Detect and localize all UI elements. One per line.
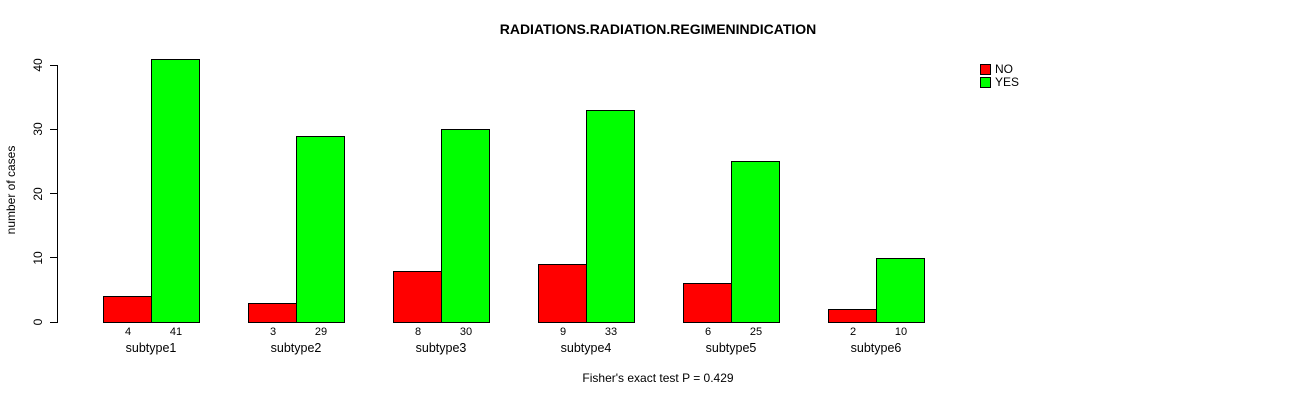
y-tick-label: 10	[31, 251, 45, 265]
caption-fishers-test: Fisher's exact test P = 0.429	[582, 371, 734, 385]
legend-item-no: NO	[980, 63, 1019, 76]
y-tick-mark	[50, 193, 57, 195]
chart-title: RADIATIONS.RADIATION.REGIMENINDICATION	[499, 21, 817, 37]
bar-value-label: 41	[169, 326, 183, 338]
bar-no-subtype6	[828, 309, 877, 323]
legend: NO YES	[980, 63, 1019, 89]
legend-label: NO	[995, 62, 1013, 76]
category-label-subtype2: subtype2	[270, 341, 322, 355]
bar-value-label: 25	[749, 326, 763, 338]
category-label-subtype6: subtype6	[850, 341, 902, 355]
bar-value-label: 30	[459, 326, 473, 338]
category-label-subtype5: subtype5	[705, 341, 757, 355]
y-axis-label: number of cases	[4, 145, 18, 235]
bar-no-subtype5	[683, 283, 732, 323]
bar-value-label: 33	[604, 326, 618, 338]
bar-value-label: 2	[849, 326, 857, 338]
category-label-subtype1: subtype1	[125, 341, 177, 355]
bar-no-subtype4	[538, 264, 587, 323]
category-label-subtype4: subtype4	[560, 341, 612, 355]
y-tick-label: 30	[31, 122, 45, 137]
bar-yes-subtype6	[876, 258, 925, 323]
legend-label: YES	[995, 75, 1020, 89]
y-tick-mark	[50, 64, 57, 66]
bar-yes-subtype2	[296, 136, 345, 323]
bar-yes-subtype1	[151, 59, 200, 323]
y-tick-label: 0	[31, 318, 45, 326]
legend-swatch-yes	[980, 77, 991, 88]
bar-value-label: 8	[414, 326, 422, 338]
y-tick-mark	[50, 321, 57, 323]
bar-value-label: 3	[269, 326, 277, 338]
bar-yes-subtype5	[731, 161, 780, 323]
legend-item-yes: YES	[980, 76, 1019, 89]
y-tick-mark	[50, 128, 57, 130]
y-tick-label: 40	[31, 58, 45, 72]
bar-yes-subtype3	[441, 129, 490, 323]
y-axis-line	[57, 65, 58, 323]
bar-no-subtype2	[248, 303, 297, 323]
bar-yes-subtype4	[586, 110, 635, 323]
bar-value-label: 9	[559, 326, 567, 338]
bar-value-label: 6	[704, 326, 712, 338]
bar-no-subtype3	[393, 271, 442, 323]
bar-value-label: 29	[314, 326, 328, 338]
bar-value-label: 10	[894, 326, 908, 338]
y-tick-mark	[50, 257, 57, 259]
legend-swatch-no	[980, 64, 991, 75]
category-label-subtype3: subtype3	[415, 341, 467, 355]
bar-value-label: 4	[124, 326, 132, 338]
y-tick-label: 20	[31, 186, 45, 201]
bar-no-subtype1	[103, 296, 152, 323]
